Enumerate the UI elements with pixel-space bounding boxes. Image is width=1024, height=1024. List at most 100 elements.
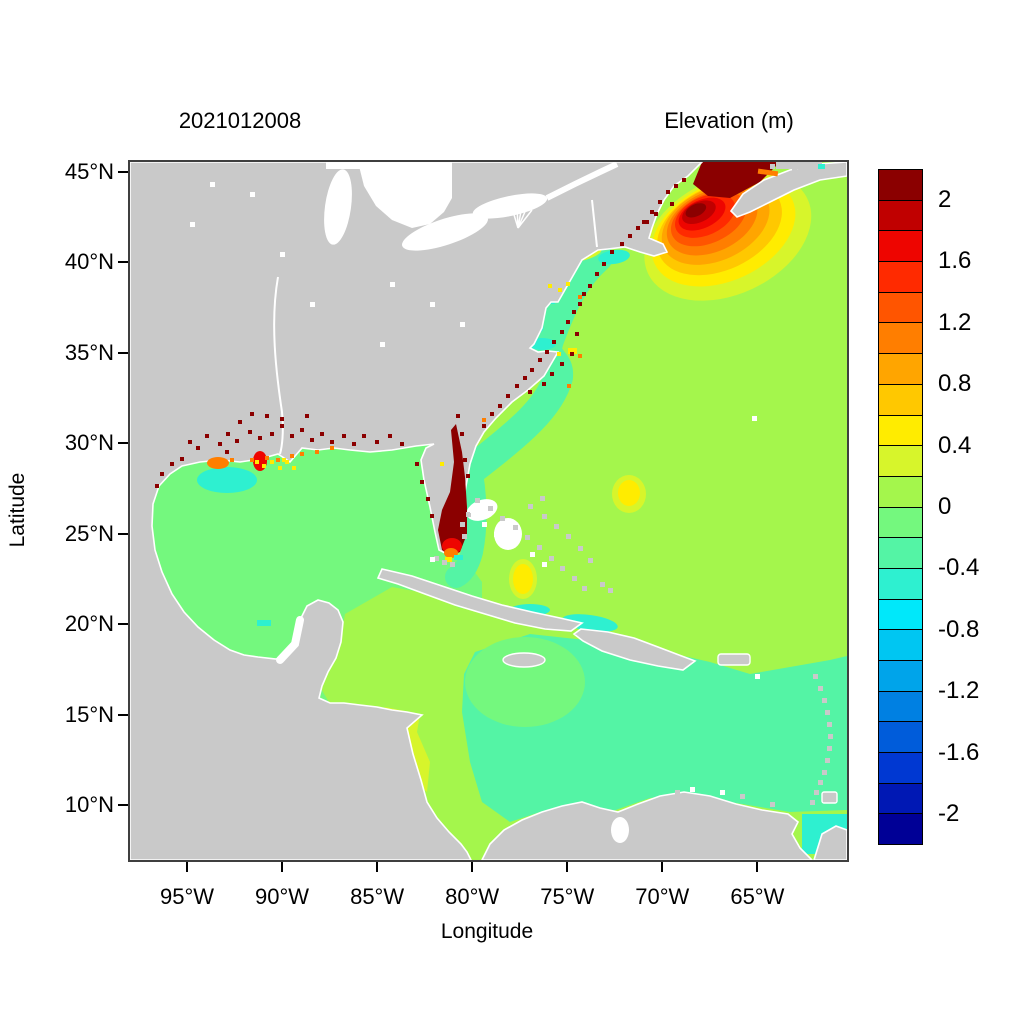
colorbar-block [879,753,922,784]
x-tick-label: 70°W [635,884,690,909]
land-cuba [376,568,584,632]
gulf-st-lawrence-speck [818,164,825,169]
land-new-brunswick-shore [776,162,822,169]
south-florida-surge [438,424,467,556]
y-tick-mark [118,442,128,445]
y-tick-label: 40°N [64,249,114,275]
colorbar-block [879,170,922,201]
coastal-high-water-specks [155,178,686,518]
colorbar-block [879,507,922,539]
li-sound-depression [598,249,630,265]
x-tick-mark [471,862,474,872]
land-trinidad [821,791,838,804]
antilles-islands [770,164,833,805]
y-tick-mark [118,171,128,173]
x-tick-mark [376,862,379,872]
great-lakes [324,162,548,251]
bermuda-anomaly-core [618,480,640,506]
x-tick-label: 85°W [350,884,405,909]
land-nova-scotia [729,162,847,218]
land-jamaica [502,652,546,668]
colorbar-block [879,783,922,815]
land-se-corner [813,825,847,860]
coastal-yellow-specks [255,282,570,470]
colorbar-block [879,323,922,355]
colorbar-block [879,200,922,232]
y-tick-label: 30°N [64,430,114,456]
x-tick-mark [661,862,664,872]
colorbar-tick-label: 1.2 [938,308,972,336]
colorbar-tick-label: 2 [938,185,952,213]
x-tick-label: 80°W [445,884,500,909]
speckle-layer [155,164,833,807]
south-florida-teal [454,555,463,560]
colorbar-block [879,538,922,569]
x-tick-label: 65°W [730,884,785,909]
colorbar-block [879,568,922,600]
hatteras-yellow [568,348,577,354]
coastal-elevation-map [130,162,847,860]
colorbar-tick-label: -0.8 [938,615,980,643]
y-tick-label: 20°N [64,611,114,637]
y-tick-mark [118,532,128,535]
plot-variable-title: Elevation (m) [664,108,794,133]
y-tick-label: 25°N [64,520,114,546]
y-tick-label: 45°N [64,159,114,184]
colorbar-block [879,661,922,692]
colorbar-block [879,814,922,845]
colorbar-block [879,231,922,263]
colorbar-block [879,476,922,508]
y-tick-label: 35°N [64,339,114,365]
colorbar-tick-label: 0.8 [938,370,972,398]
y-tick-mark [118,261,128,264]
colorbar-tick-label: 0 [938,493,952,520]
colorbar-block [879,384,922,416]
y-tick-label: 10°N [64,792,114,817]
shelf-band-florida-east [445,451,487,588]
colorbar-block [879,415,922,447]
y-tick-mark [118,351,128,354]
colorbar-tick-label: -1.6 [938,738,980,766]
ocean-caribbean-inner [465,637,585,727]
colorbar-block [879,599,922,631]
yucatan-nodata-fringe [276,616,304,664]
rivers [273,162,619,455]
south-florida-yellow [445,557,452,562]
x-tick-label: 95°W [159,884,215,909]
colorbar [878,169,923,845]
map-plot-area [128,160,849,862]
y-tick-mark [118,804,128,806]
land-hispaniola [572,628,697,671]
plot-timestamp-title: 2021012008 [178,108,302,133]
land-north-america [130,162,704,860]
fundy-north-orange-dash [757,168,779,177]
louisiana-shelf-depression [197,467,257,493]
y-tick-label: 15°N [64,701,114,727]
colorbar-block [879,446,922,477]
coastal-orange-specks [210,295,582,466]
y-tick-mark [118,713,128,716]
x-tick-mark [756,862,759,872]
shallow-nodata-specks [190,182,760,795]
y-axis-title: Latitude [6,472,29,548]
colorbar-tick-label: 0.4 [938,431,972,459]
campeche-teal [257,620,271,626]
land-south-america [481,791,814,860]
y-tick-mark [118,623,128,626]
colorbar-tick-label: -2 [938,800,960,828]
x-axis-title: Longitude [440,920,534,943]
colorbar-tick-label: -0.4 [938,554,980,582]
x-tick-mark [566,862,569,872]
colorbar-block [879,262,922,293]
land-puerto-rico [717,653,751,666]
colorbar-tick-label: 1.6 [938,247,972,275]
bahama-islands [434,496,775,807]
x-tick-label: 75°W [540,884,595,909]
bahamas-anomaly-core [513,564,533,594]
x-tick-mark [186,862,188,872]
colorbar-block [879,630,922,661]
colorbar-block [879,354,922,385]
colorbar-block [879,722,922,754]
colorbar-block [879,292,922,324]
